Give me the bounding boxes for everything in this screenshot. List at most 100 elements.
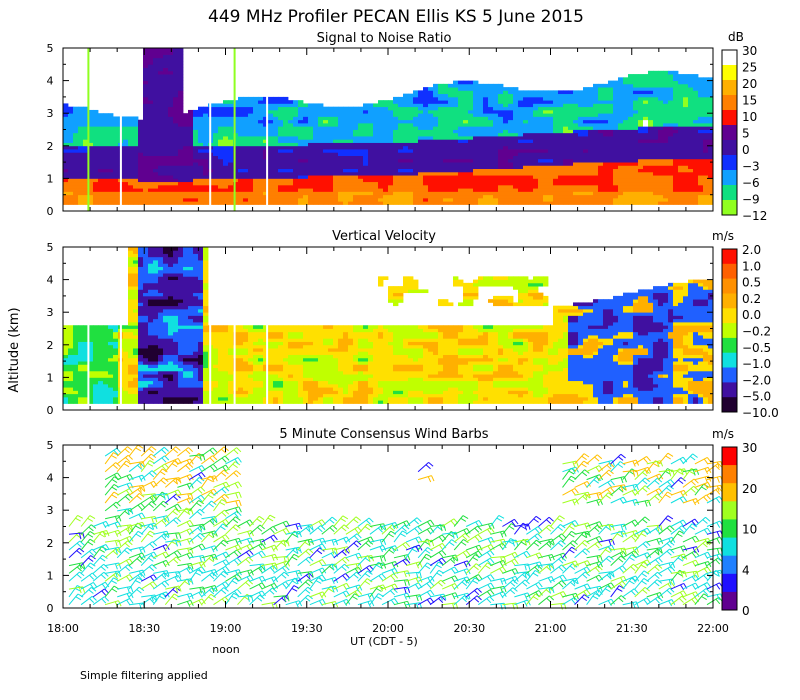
snr-cell — [73, 175, 79, 179]
snr-cell — [78, 136, 84, 140]
snr-cell — [603, 178, 609, 183]
snr-cell — [603, 145, 609, 150]
snr-cell — [578, 116, 584, 121]
snr-cell — [498, 149, 504, 153]
snr-cell — [673, 142, 679, 147]
snr-cell — [658, 87, 664, 91]
snr-cell — [663, 191, 669, 196]
snr-cell — [708, 129, 714, 134]
snr-cell — [283, 142, 289, 147]
snr-cell — [533, 178, 539, 183]
snr-cell — [413, 93, 419, 98]
snr-cell — [228, 201, 234, 205]
snr-cell — [618, 139, 624, 143]
snr-cell — [168, 109, 174, 114]
snr-cell — [488, 90, 494, 95]
snr-cell — [688, 152, 694, 156]
snr-cell — [328, 132, 334, 137]
snr-cell — [238, 181, 244, 186]
snr-cell — [568, 132, 574, 137]
snr-cell — [458, 197, 464, 202]
snr-cell — [153, 162, 159, 166]
snr-cell — [188, 129, 194, 134]
snr-cell — [643, 83, 649, 88]
snr-cell — [303, 149, 309, 153]
snr-cell — [433, 132, 439, 137]
snr-cell — [418, 155, 424, 160]
velocity-cell — [108, 357, 114, 362]
snr-cell — [378, 155, 384, 160]
snr-cell — [698, 113, 704, 117]
snr-cell — [513, 162, 519, 166]
snr-cell — [483, 109, 489, 114]
snr-cell — [333, 145, 339, 150]
snr-cell — [298, 116, 304, 121]
snr-cell — [638, 178, 644, 183]
velocity-cell — [128, 289, 134, 294]
snr-cell — [488, 152, 494, 156]
snr-cell — [563, 106, 569, 111]
snr-cell — [518, 188, 524, 192]
snr-cell — [518, 149, 524, 153]
snr-cell — [653, 122, 659, 127]
snr-cell — [408, 191, 414, 196]
snr-cell — [63, 165, 69, 170]
velocity-cell — [128, 331, 134, 336]
snr-cell — [453, 142, 459, 147]
snr-cell — [98, 191, 104, 196]
snr-cell — [168, 70, 174, 75]
snr-cell — [608, 178, 614, 183]
snr-cell — [608, 142, 614, 147]
snr-cell — [153, 181, 159, 186]
snr-cell — [488, 132, 494, 137]
snr-cell — [443, 96, 449, 101]
snr-cell — [478, 197, 484, 202]
snr-cell — [703, 149, 709, 153]
snr-cell — [603, 158, 609, 163]
snr-cell — [548, 106, 554, 111]
snr-cell — [683, 165, 689, 170]
snr-cell — [153, 165, 159, 170]
snr-cell — [213, 122, 219, 127]
snr-cell — [93, 162, 99, 166]
snr-cell — [258, 165, 264, 170]
snr-cell — [83, 188, 89, 192]
snr-cell — [253, 168, 259, 173]
snr-cell — [633, 201, 639, 205]
snr-cell — [398, 184, 404, 189]
snr-cell — [318, 165, 324, 170]
snr-cell — [483, 122, 489, 127]
snr-cell — [123, 126, 129, 130]
snr-cell — [303, 126, 309, 130]
snr-cell — [298, 142, 304, 147]
snr-cell — [278, 126, 284, 130]
velocity-cell — [128, 318, 134, 323]
snr-cell — [303, 139, 309, 143]
snr-cell — [588, 158, 594, 163]
snr-cell — [63, 155, 69, 160]
snr-cell — [243, 113, 249, 117]
snr-cell — [703, 126, 709, 130]
snr-cell — [183, 136, 189, 140]
snr-cell — [98, 119, 104, 124]
snr-cell — [343, 136, 349, 140]
snr-cell — [198, 109, 204, 114]
snr-cell — [548, 149, 554, 153]
snr-cell — [613, 106, 619, 111]
snr-cell — [508, 145, 514, 150]
snr-cell — [463, 116, 469, 121]
snr-cell — [363, 116, 369, 121]
snr-cell — [178, 194, 184, 199]
snr-cell — [478, 194, 484, 199]
snr-cell — [583, 152, 589, 156]
snr-cell — [298, 152, 304, 156]
snr-cell — [153, 83, 159, 88]
snr-cell — [153, 201, 159, 205]
snr-cell — [278, 129, 284, 134]
snr-cell — [558, 152, 564, 156]
snr-cell — [378, 142, 384, 147]
snr-cell — [648, 175, 654, 179]
snr-cell — [253, 171, 259, 176]
snr-cell — [623, 106, 629, 111]
snr-cell — [263, 155, 269, 160]
